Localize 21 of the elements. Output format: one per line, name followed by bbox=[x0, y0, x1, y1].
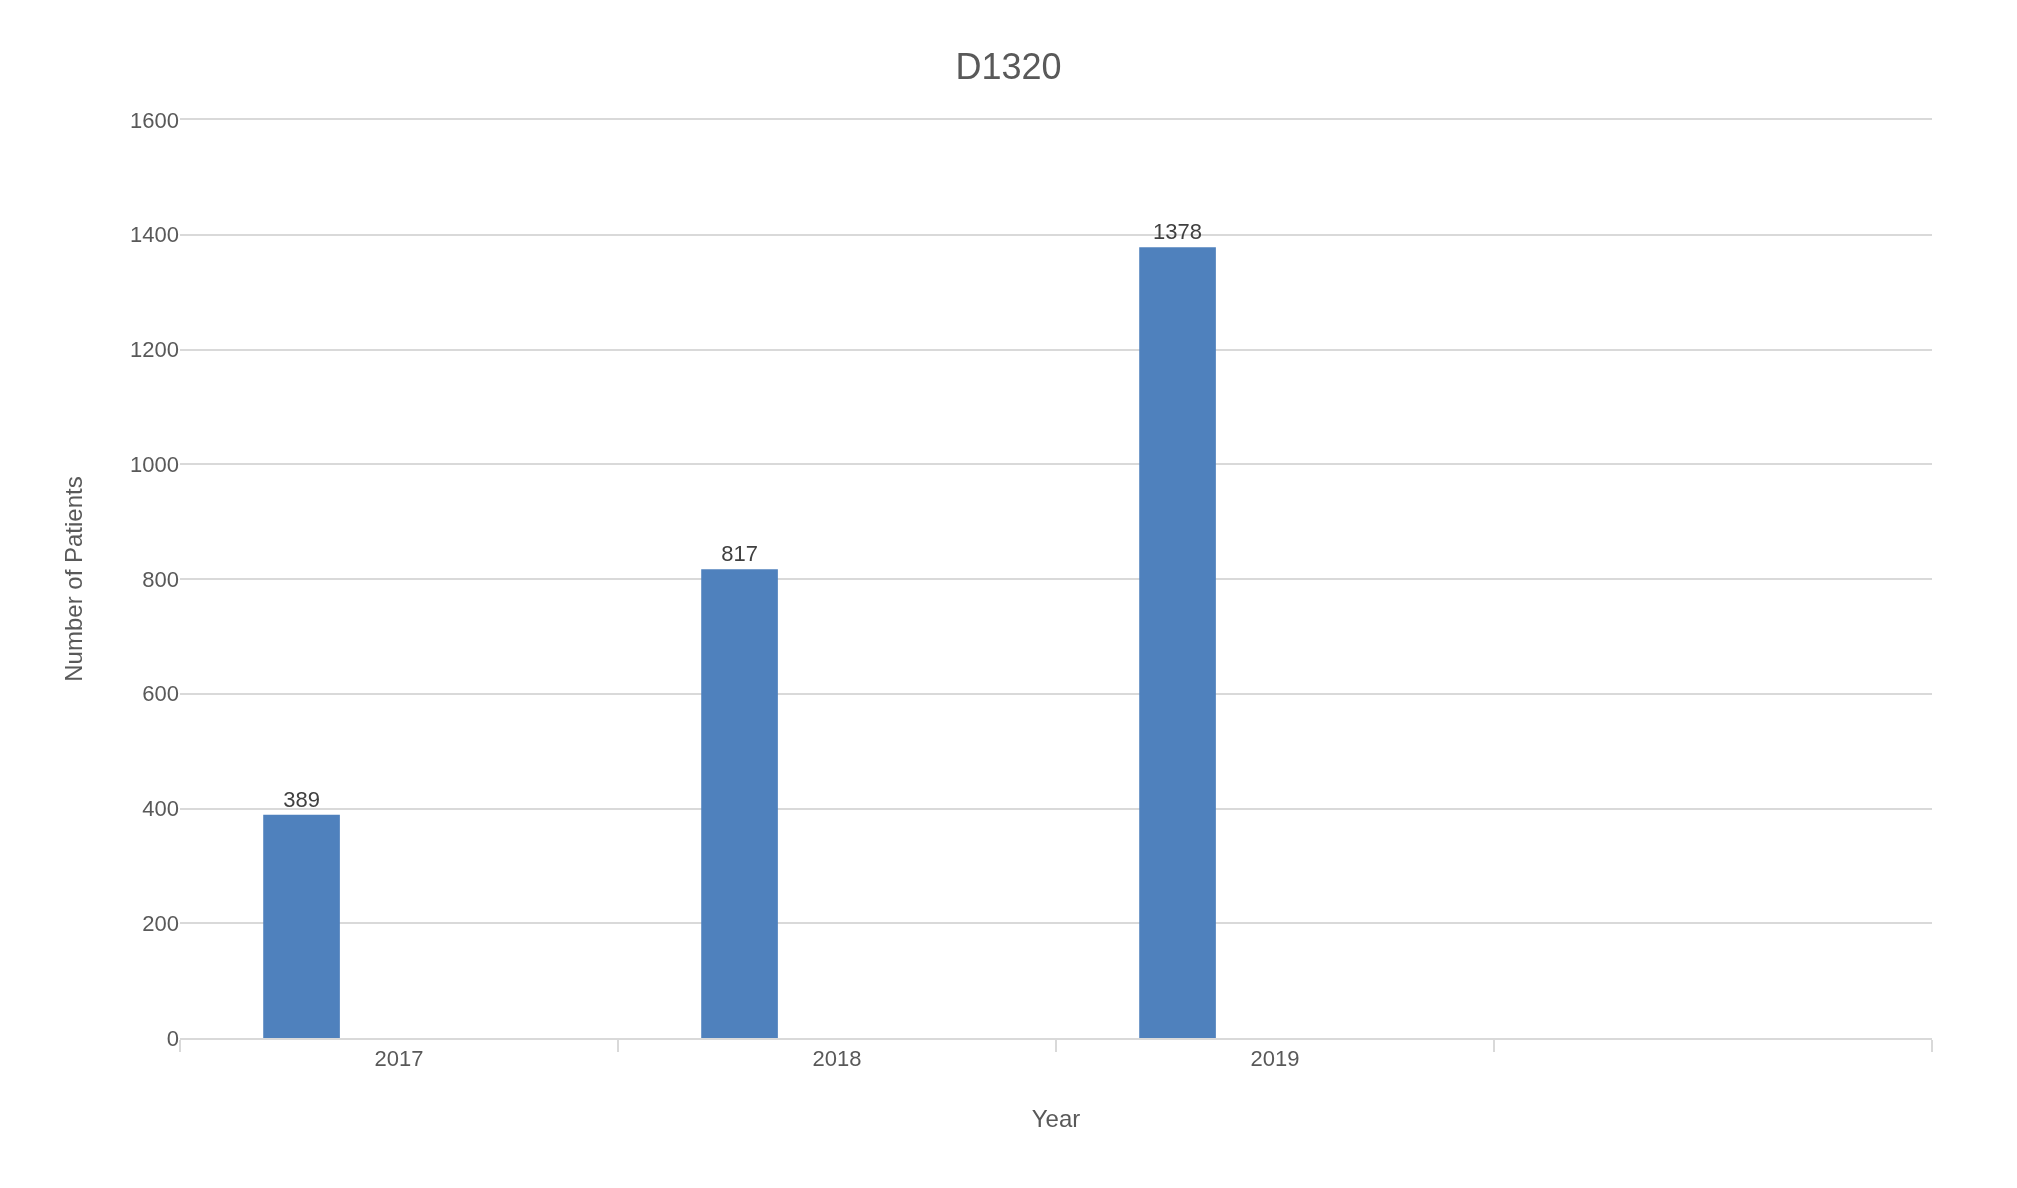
bar bbox=[701, 569, 778, 1038]
data-label: 1378 bbox=[1153, 219, 1203, 245]
y-tick-label: 600 bbox=[142, 681, 179, 707]
chart-title: D1320 bbox=[955, 45, 1062, 87]
y-tick-label: 1400 bbox=[130, 222, 179, 248]
bar bbox=[263, 814, 340, 1038]
y-tick-label: 800 bbox=[142, 566, 179, 592]
y-tick-label: 1000 bbox=[130, 451, 179, 477]
bar bbox=[1139, 247, 1216, 1038]
data-label: 817 bbox=[721, 541, 758, 567]
x-tick-label: 2017 bbox=[374, 1046, 424, 1072]
x-axis-title: Year bbox=[1031, 1105, 1081, 1133]
y-tick-label: 200 bbox=[142, 910, 179, 936]
y-tick-label: 1200 bbox=[130, 337, 179, 363]
y-tick-label: 0 bbox=[166, 1025, 179, 1051]
data-label: 389 bbox=[283, 786, 320, 812]
x-tick-label: 2019 bbox=[1250, 1046, 1300, 1072]
y-tick-label: 400 bbox=[142, 796, 179, 822]
x-tick-label: 2018 bbox=[812, 1046, 862, 1072]
y-axis-title: Number of Patients bbox=[60, 476, 88, 682]
y-tick-label: 1600 bbox=[130, 107, 179, 133]
